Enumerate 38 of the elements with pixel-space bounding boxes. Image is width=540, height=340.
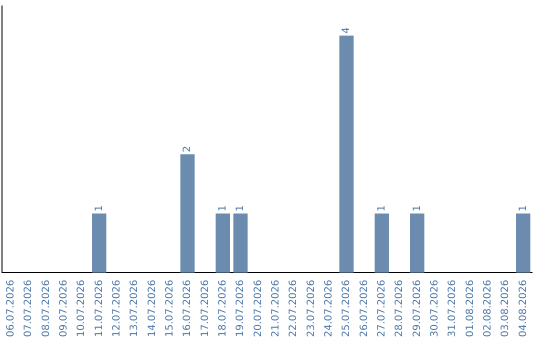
- x-tick-label: 11.07.2026: [94, 280, 105, 338]
- x-tick-label: 22.07.2026: [288, 280, 300, 338]
- x-tick-label: 24.07.2026: [323, 280, 334, 338]
- x-tick-label: 15.07.2026: [164, 280, 176, 338]
- x-tick-label: 28.07.2026: [394, 280, 406, 338]
- x-tick-label: 31.07.2026: [447, 280, 458, 338]
- x-tick-label: 09.07.2026: [58, 280, 70, 338]
- data-label: 1: [217, 205, 228, 212]
- x-tick-label: 30.07.2026: [429, 280, 440, 338]
- x-tick-label: 04.08.2026: [518, 280, 529, 338]
- x-tick-label: 13.07.2026: [129, 280, 140, 338]
- x-tick-label: 01.08.2026: [464, 280, 476, 338]
- data-label: 4: [341, 27, 352, 34]
- x-tick-label: 02.08.2026: [482, 280, 494, 338]
- data-label: 1: [412, 205, 423, 212]
- data-label: 1: [518, 205, 529, 212]
- data-label: 1: [235, 205, 246, 212]
- x-tick-label: 10.07.2026: [76, 280, 88, 338]
- x-tick-label: 27.07.2026: [376, 280, 388, 338]
- x-tick-label: 19.07.2026: [235, 280, 246, 338]
- x-tick-label: 23.07.2026: [306, 280, 317, 338]
- x-tick-label: 14.07.2026: [146, 280, 158, 338]
- x-tick-label: 17.07.2026: [200, 280, 211, 338]
- x-tick-label: 03.08.2026: [500, 280, 512, 338]
- x-tick-label: 29.07.2026: [412, 280, 423, 338]
- x-tick-label: 16.07.2026: [182, 280, 194, 338]
- x-tick-label: 25.07.2026: [341, 280, 352, 338]
- x-tick-label: 07.07.2026: [23, 280, 34, 338]
- x-tick-label: 20.07.2026: [252, 280, 264, 338]
- x-tick-label: 12.07.2026: [111, 280, 122, 338]
- data-label: 1: [376, 205, 388, 212]
- x-tick-label: 06.07.2026: [5, 280, 16, 338]
- x-tick-label: 18.07.2026: [217, 280, 228, 338]
- x-tick-label: 26.07.2026: [358, 280, 370, 338]
- data-label: 1: [94, 205, 105, 212]
- x-tick-label: 08.07.2026: [40, 280, 52, 338]
- data-label: 2: [182, 146, 194, 152]
- x-tick-label: 21.07.2026: [270, 280, 282, 338]
